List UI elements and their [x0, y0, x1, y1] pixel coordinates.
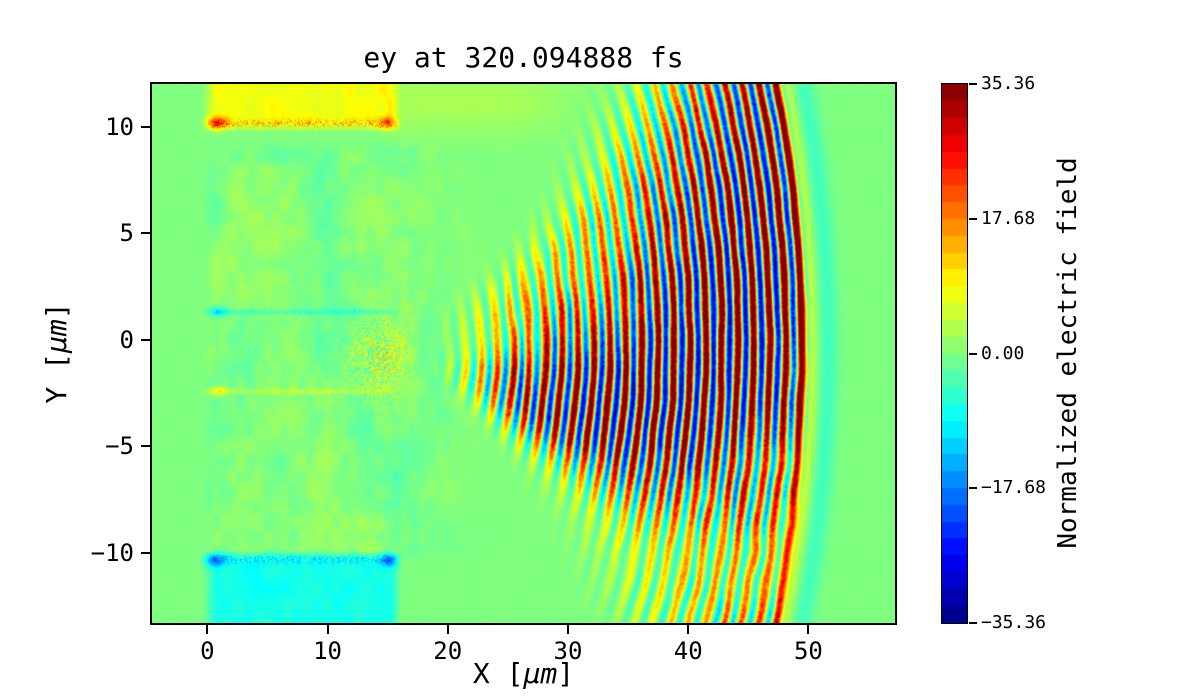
x-tick-label: 10 [313, 637, 342, 665]
y-tick-label: 10 [105, 112, 134, 141]
heatmap-plot-area [150, 82, 897, 625]
y-tick-label: −5 [105, 432, 134, 461]
colorbar-label: Normalized electric field [1053, 157, 1083, 549]
colorbar-tick-mark [969, 83, 977, 85]
y-tick-mark [141, 551, 150, 554]
x-axis-unit: μm [523, 657, 558, 690]
colorbar-tick-label: −17.68 [981, 477, 1047, 499]
colorbar-tick-label: −35.36 [981, 612, 1047, 633]
x-axis-label: X [μm] [152, 658, 895, 690]
colorbar-tick-label: 35.36 [981, 73, 1036, 94]
plot-title: ey at 320.094888 fs [363, 41, 684, 74]
x-tick-mark [687, 625, 690, 634]
x-tick-label: 0 [200, 637, 215, 665]
x-tick-mark [326, 625, 329, 634]
colorbar-tick-mark [969, 352, 977, 355]
x-tick-mark [566, 625, 569, 634]
colorbar-tick-mark [969, 487, 977, 490]
x-tick-mark [206, 625, 209, 634]
y-tick-mark [141, 338, 150, 341]
x-tick-label: 20 [433, 637, 463, 665]
colorbar-tick-mark [969, 217, 977, 220]
y-tick-label: 0 [119, 325, 134, 354]
y-axis-label-prefix: Y [ [40, 353, 73, 404]
x-axis-label-prefix: X [ [472, 657, 524, 690]
x-tick-mark [807, 625, 810, 634]
y-tick-mark [141, 232, 150, 235]
x-axis-label-suffix: ] [557, 657, 575, 690]
colorbar-tick-mark [969, 622, 977, 624]
y-tick-label: 5 [119, 219, 134, 248]
y-axis-label-suffix: ] [40, 302, 73, 320]
colorbar-gradient-canvas [942, 84, 967, 623]
x-tick-mark [446, 625, 449, 634]
y-tick-label: −10 [90, 538, 134, 567]
x-tick-label: 40 [673, 637, 703, 665]
x-tick-label: 50 [793, 637, 823, 665]
y-tick-mark [141, 125, 150, 128]
x-tick-label: 30 [553, 637, 583, 665]
colorbar [941, 83, 968, 624]
colorbar-tick-label: 17.68 [981, 207, 1036, 229]
field-heatmap-canvas [152, 84, 895, 623]
y-tick-mark [141, 445, 150, 448]
colorbar-tick-label: 0.00 [981, 342, 1025, 364]
